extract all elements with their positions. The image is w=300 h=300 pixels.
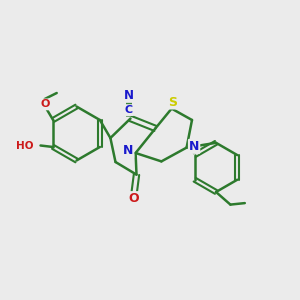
Text: O: O [129, 192, 140, 205]
Text: HO: HO [16, 140, 33, 151]
Text: N: N [124, 89, 134, 102]
Text: C: C [125, 105, 133, 115]
Text: N: N [189, 140, 199, 153]
Text: N: N [123, 144, 133, 157]
Text: S: S [169, 95, 178, 109]
Text: O: O [40, 99, 50, 110]
